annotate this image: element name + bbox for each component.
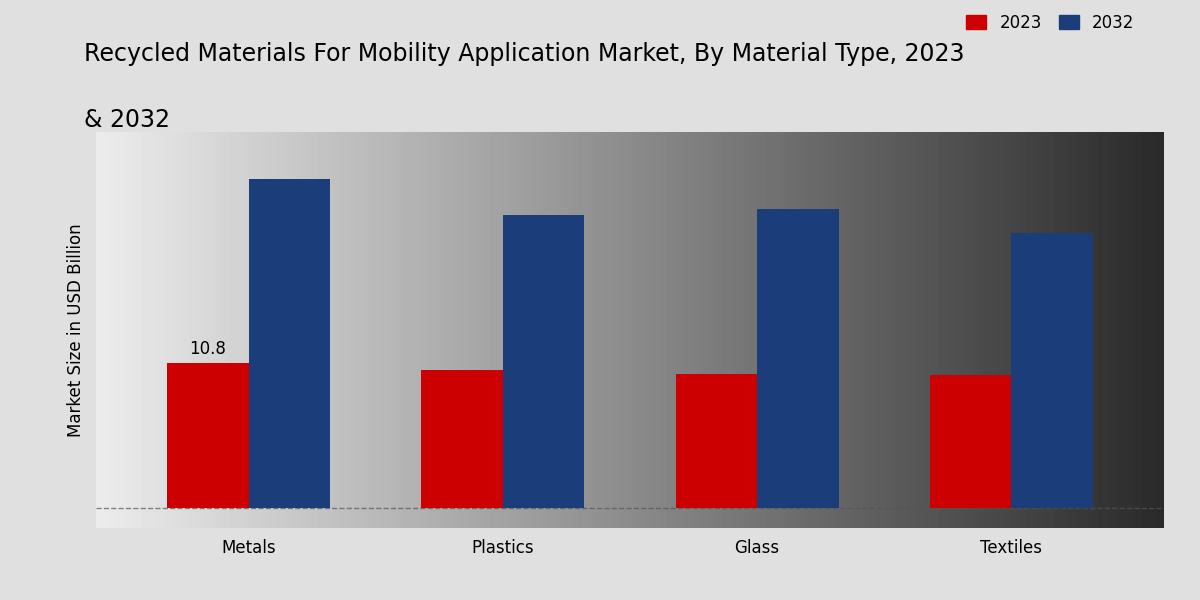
Bar: [167, 363, 248, 508]
Bar: [930, 375, 1012, 508]
Bar: [676, 374, 757, 508]
Bar: [248, 179, 330, 508]
Bar: [503, 215, 584, 508]
Bar: [1012, 233, 1093, 508]
Bar: [757, 209, 839, 508]
Text: & 2032: & 2032: [84, 108, 170, 132]
Text: 10.8: 10.8: [190, 340, 227, 358]
Y-axis label: Market Size in USD Billion: Market Size in USD Billion: [67, 223, 85, 437]
Bar: [421, 370, 503, 508]
Text: Recycled Materials For Mobility Application Market, By Material Type, 2023: Recycled Materials For Mobility Applicat…: [84, 42, 965, 66]
Legend: 2023, 2032: 2023, 2032: [966, 14, 1134, 32]
